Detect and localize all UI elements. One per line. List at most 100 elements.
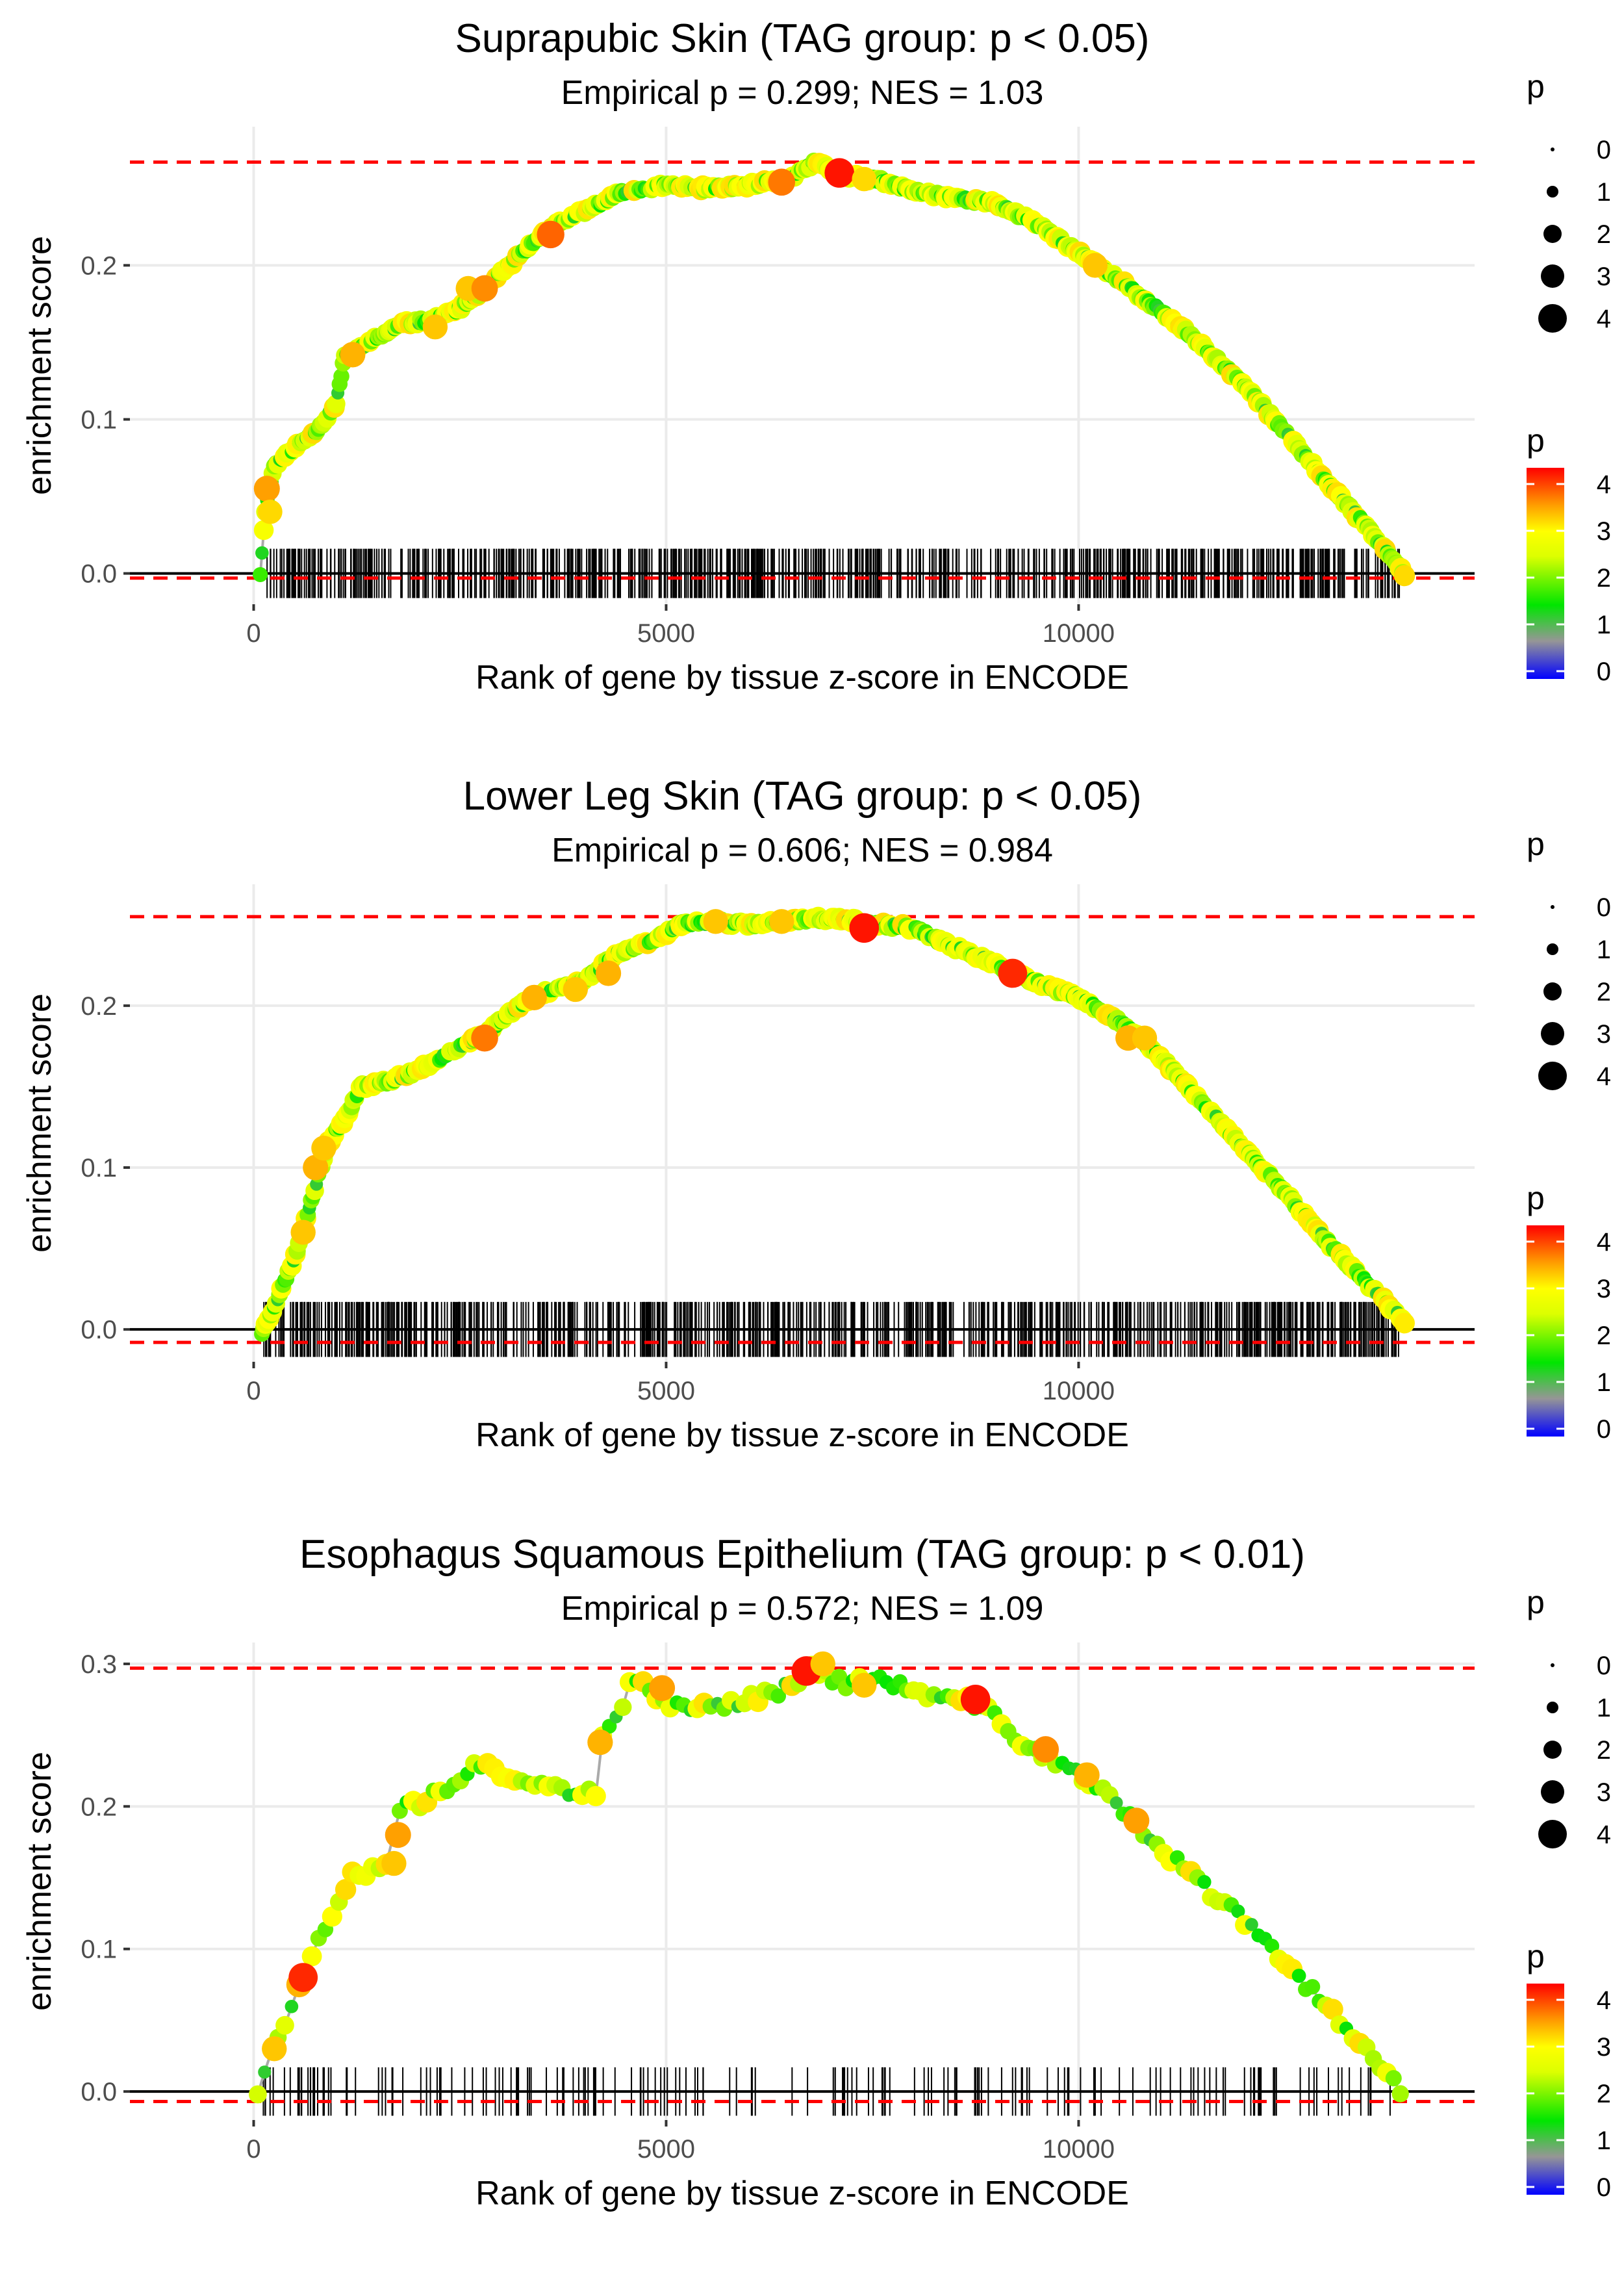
size-legend-key [1551, 1663, 1554, 1667]
size-legend-label: 2 [1597, 1736, 1611, 1765]
x-tick-label: 0 [246, 2135, 260, 2164]
chart-panel-esophagus-squamous-epithelium: Esophagus Squamous Epithelium (TAG group… [21, 1532, 1611, 2212]
es-point [1245, 1918, 1258, 1932]
chart-title: Lower Leg Skin (TAG group: p < 0.05) [463, 774, 1142, 819]
es-point-highlight [852, 166, 877, 192]
es-point-highlight [768, 168, 796, 196]
es-point [1264, 1938, 1280, 1954]
y-tick-label: 0.2 [81, 251, 117, 280]
es-point-highlight [703, 909, 728, 934]
size-legend-key [1547, 1702, 1558, 1713]
es-point [248, 2085, 267, 2104]
color-legend-bar [1527, 468, 1564, 679]
size-legend-label: 1 [1597, 1694, 1611, 1722]
size-legend-key [1547, 186, 1558, 198]
color-legend-label: 2 [1597, 564, 1611, 593]
es-point-highlight [288, 1963, 318, 1992]
es-point [258, 2065, 272, 2079]
size-legend-label: 4 [1597, 1820, 1611, 1849]
size-legend-label: 0 [1597, 1652, 1611, 1680]
color-legend-title: p [1527, 1938, 1545, 1974]
es-point-highlight [303, 1155, 329, 1181]
color-legend-label: 4 [1597, 1228, 1611, 1257]
es-point-highlight [587, 1729, 613, 1756]
es-curve-line [256, 1663, 1402, 2095]
es-point-highlight [290, 1220, 316, 1245]
size-legend-key [1538, 1820, 1567, 1848]
size-legend-label: 4 [1597, 305, 1611, 333]
size-legend-key [1547, 943, 1558, 955]
size-legend-key [1543, 1741, 1562, 1759]
color-legend-label: 2 [1597, 2080, 1611, 2108]
size-legend-label: 2 [1597, 978, 1611, 1006]
size-legend: p 0 1 2 3 4 [1527, 68, 1611, 333]
es-point [614, 1698, 632, 1717]
es-point-highlight [1123, 1808, 1150, 1834]
es-point [1391, 2085, 1409, 2102]
es-point-highlight [852, 1672, 877, 1698]
chart-subtitle: Empirical p = 0.299; NES = 1.03 [561, 74, 1044, 112]
chart-title: Esophagus Squamous Epithelium (TAG group… [299, 1532, 1305, 1577]
es-point [1197, 1874, 1212, 1889]
es-point-highlight [537, 220, 565, 249]
es-point-highlight [253, 476, 280, 502]
gene-rug [262, 2067, 1391, 2116]
color-legend-bar [1527, 1984, 1564, 2195]
es-point-highlight [262, 2036, 287, 2062]
size-legend-key [1551, 147, 1554, 151]
size-legend-key [1538, 1062, 1567, 1090]
x-tick-label: 5000 [637, 1377, 695, 1405]
es-point [335, 1879, 357, 1900]
es-point [275, 2015, 294, 2035]
gridlines [130, 1642, 1475, 2120]
es-point [585, 1785, 606, 1807]
chart-panel-lower-leg-skin: Lower Leg Skin (TAG group: p < 0.05) Empi… [21, 774, 1611, 1454]
es-point-highlight [649, 1675, 676, 1702]
es-point-highlight [563, 977, 588, 1003]
x-axis: 0 5000 10000 [246, 1362, 1115, 1405]
es-point-highlight [1032, 1736, 1059, 1763]
x-tick-label: 0 [246, 1377, 260, 1405]
size-legend-key [1538, 304, 1567, 333]
es-point-highlight [385, 1822, 411, 1848]
y-tick-label: 0.2 [81, 992, 117, 1021]
y-axis-title: enrichment score [21, 1752, 58, 2011]
es-point-highlight [769, 909, 794, 934]
size-legend-label: 0 [1597, 136, 1611, 164]
color-legend-label: 4 [1597, 1986, 1611, 2015]
y-axis-title: enrichment score [21, 236, 58, 495]
y-tick-label: 0.3 [81, 1650, 117, 1679]
color-legend-label: 1 [1597, 1368, 1611, 1397]
size-legend-label: 3 [1597, 262, 1611, 291]
size-legend-key [1541, 264, 1564, 288]
es-point-highlight [1074, 1762, 1100, 1788]
es-point-highlight [471, 1024, 498, 1052]
color-legend-label: 3 [1597, 2033, 1611, 2062]
color-legend-label: 0 [1597, 658, 1611, 686]
es-point-highlight [960, 1684, 991, 1715]
es-point [285, 1999, 299, 2013]
color-legend-title: p [1527, 422, 1545, 459]
x-axis-title: Rank of gene by tissue z-score in ENCODE [476, 2175, 1129, 2212]
es-point-highlight [824, 158, 854, 188]
es-point [1394, 1312, 1415, 1334]
es-point [253, 567, 268, 583]
size-legend: p 0 1 2 3 4 [1527, 826, 1611, 1091]
size-legend: p 0 1 2 3 4 [1527, 1584, 1611, 1849]
y-tick-label: 0.2 [81, 1793, 117, 1821]
y-tick-label: 0.0 [81, 1316, 117, 1344]
color-legend: p 4 3 2 1 0 [1527, 1938, 1611, 2202]
es-point-highlight [258, 499, 283, 524]
size-legend-label: 1 [1597, 936, 1611, 964]
color-legend: p 4 3 2 1 0 [1527, 422, 1611, 686]
color-legend-label: 0 [1597, 1415, 1611, 1444]
es-point [301, 1946, 322, 1967]
y-tick-label: 0.0 [81, 560, 117, 589]
size-legend-key [1541, 1022, 1564, 1045]
size-legend-label: 3 [1597, 1778, 1611, 1807]
chart-subtitle: Empirical p = 0.606; NES = 0.984 [552, 832, 1053, 869]
color-legend-label: 2 [1597, 1322, 1611, 1350]
x-axis-title: Rank of gene by tissue z-score in ENCODE [476, 659, 1129, 696]
size-legend-label: 0 [1597, 893, 1611, 922]
